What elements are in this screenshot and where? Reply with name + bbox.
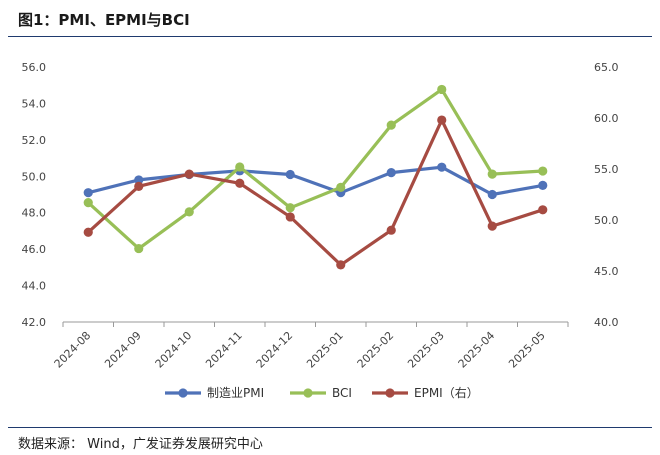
figure-title: 图1：PMI、EPMI与BCI (18, 11, 190, 29)
left-axis-tick-label: 52.0 (22, 134, 47, 147)
data-point (487, 189, 497, 200)
x-axis-tick-label: 2024-11 (203, 329, 245, 371)
left-axis-tick-label: 44.0 (22, 280, 47, 293)
title-rule (8, 36, 652, 37)
data-point (336, 260, 346, 270)
x-axis-tick-label: 2025-03 (405, 329, 447, 371)
right-axis-tick-label: 45.0 (594, 265, 619, 278)
source-note: 数据来源： Wind，广发证券发展研究中心 (18, 433, 263, 452)
data-point (538, 166, 548, 176)
left-axis-tick-label: 48.0 (22, 207, 47, 220)
data-point (386, 120, 396, 130)
source-rule (8, 427, 652, 428)
left-axis-tick-labels: 42.0 44.0 46.0 48.0 50.0 52.0 54.0 56.0 (22, 61, 47, 329)
legend-item: EPMI（右） (372, 385, 479, 400)
data-point (336, 182, 346, 192)
left-axis-tick-label: 56.0 (22, 61, 47, 74)
data-point (184, 207, 194, 217)
legend-label: BCI (332, 386, 352, 400)
chart-legend: 制造业PMI BCI EPMI（右） (165, 385, 479, 400)
source-text: Wind，广发证券发展研究中心 (87, 437, 263, 452)
data-point (487, 169, 497, 179)
right-axis-tick-labels: 40.0 45.0 50.0 55.0 60.0 65.0 (594, 61, 619, 329)
data-point (83, 188, 93, 198)
series-1 (83, 84, 548, 254)
data-point (184, 169, 194, 179)
series-line (87, 118, 544, 267)
legend-item: BCI (290, 386, 352, 400)
series-line (87, 165, 544, 197)
data-point (83, 198, 93, 208)
chart-series (83, 84, 548, 270)
data-point (134, 181, 144, 191)
data-point (386, 225, 396, 235)
legend-swatch-marker (303, 388, 313, 398)
left-axis-tick-label: 46.0 (22, 243, 47, 256)
data-point (285, 203, 295, 213)
right-axis-tick-label: 40.0 (594, 316, 619, 329)
data-point (134, 175, 144, 185)
data-point (437, 162, 447, 172)
x-axis-tick-label: 2025-05 (506, 329, 548, 371)
legend-swatch-marker (178, 388, 188, 398)
data-point (386, 168, 396, 178)
x-axis-tick-labels: 2024-08 2024-09 2024-10 2024-11 2024-12 2025-… (52, 329, 548, 371)
x-axis-tick-label: 2024-10 (153, 329, 195, 371)
left-axis-tick-label: 50.0 (22, 170, 47, 183)
data-point (285, 212, 295, 222)
x-axis-tick-label: 2024-08 (52, 329, 94, 371)
legend-swatch-marker (385, 388, 395, 398)
data-point (235, 162, 245, 172)
x-axis-tick-label: 2024-12 (254, 329, 296, 371)
series-0 (83, 162, 548, 200)
right-axis-tick-label: 50.0 (594, 214, 619, 227)
legend-item: 制造业PMI (165, 386, 264, 400)
legend-label: 制造业PMI (207, 386, 264, 400)
data-point (487, 221, 497, 231)
data-point (538, 180, 548, 190)
data-point (538, 205, 548, 215)
data-point (83, 227, 93, 237)
x-axis-tick-label: 2025-02 (355, 329, 397, 371)
x-axis-tick-label: 2025-04 (456, 329, 498, 371)
chart-axes (62, 321, 569, 327)
x-axis-tick-label: 2025-01 (304, 329, 346, 371)
data-point (235, 178, 245, 188)
right-axis-tick-label: 55.0 (594, 163, 619, 176)
data-point (437, 115, 447, 125)
right-axis-tick-label: 60.0 (594, 112, 619, 125)
data-point (437, 84, 447, 95)
legend-label: EPMI（右） (414, 385, 479, 400)
data-point (285, 169, 295, 180)
series-2 (83, 115, 548, 270)
source-label: 数据来源： (18, 437, 84, 452)
right-axis-tick-label: 65.0 (594, 61, 619, 74)
left-axis-tick-label: 54.0 (22, 97, 47, 110)
series-line (87, 87, 543, 251)
left-axis-tick-label: 42.0 (22, 316, 47, 329)
data-point (134, 243, 144, 254)
x-axis-tick-label: 2024-09 (102, 329, 144, 371)
